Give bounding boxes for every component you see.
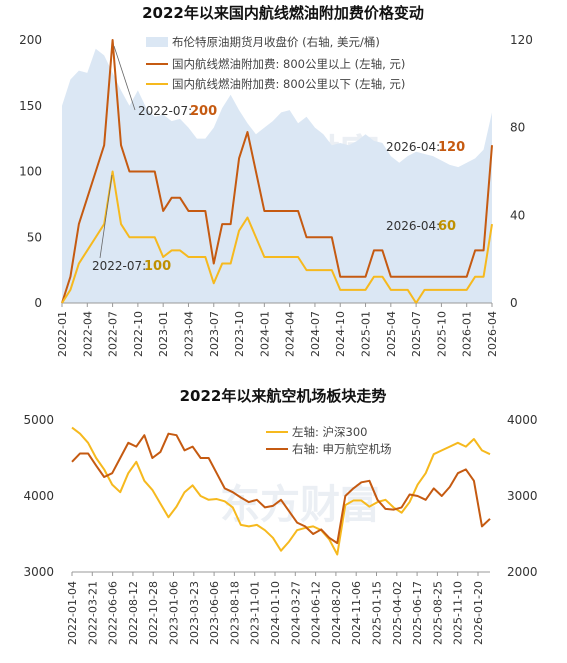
y-left-tick-label: 3000 <box>23 565 54 579</box>
chart-1: 2022年以来国内航线燃油附加费价格变动 东方财富 2022-012022-04… <box>19 4 533 357</box>
annotation-leader-2022-07-below <box>99 174 113 259</box>
x-tick-label: 2026-01-20 <box>472 581 485 645</box>
legend-label-hs300: 左轴: 沪深300 <box>292 425 367 439</box>
brent-area-series <box>62 48 492 303</box>
annotation-2026-04-below-label: 2026-04: <box>386 219 440 233</box>
y-left-tick-label: 4000 <box>23 489 54 503</box>
y-right-tick-label: 4000 <box>507 413 538 427</box>
x-tick-label: 2022-08-12 <box>127 581 140 645</box>
x-tick-label: 2025-11-10 <box>452 581 465 645</box>
y-right-tick-label: 40 <box>510 208 525 222</box>
y-left-tick-label: 200 <box>19 33 42 47</box>
x-tick-label: 2025-07 <box>410 311 423 357</box>
x-tick-label: 2026-01 <box>461 311 474 357</box>
chart2-legend: 左轴: 沪深300 右轴: 申万航空机场 <box>266 425 392 456</box>
chart1-lines <box>61 39 493 304</box>
annotation-2026-04-above-value: 120 <box>438 140 465 155</box>
x-tick-label: 2024-10 <box>334 311 347 357</box>
chart2-right-ticks: 2000 3000 4000 <box>507 413 538 579</box>
chart2-left-ticks: 3000 4000 5000 <box>23 413 54 579</box>
x-tick-label: 2022-06-06 <box>107 581 120 645</box>
chart2-watermark: 东方财富 <box>220 482 380 528</box>
annotation-2022-07-below-value: 100 <box>144 259 171 274</box>
legend-label-above800: 国内航线燃油附加费: 800公里以上 (左轴, 元) <box>172 57 405 71</box>
y-left-tick-label: 150 <box>19 99 42 113</box>
x-tick-label: 2023-08-18 <box>228 581 241 645</box>
x-tick-label: 2023-03-23 <box>188 581 201 645</box>
annotation-2022-07-above-label: 2022-07: <box>138 104 192 118</box>
x-tick-label: 2023-01 <box>157 311 170 357</box>
x-tick-label: 2022-10-28 <box>147 581 160 645</box>
legend-label-airline: 右轴: 申万航空机场 <box>292 442 392 456</box>
x-tick-label: 2025-06-17 <box>411 581 424 645</box>
x-tick-label: 2022-04 <box>81 311 94 357</box>
series-line-above800 <box>61 39 493 304</box>
x-tick-label: 2024-07 <box>309 311 322 357</box>
chart1-legend: 布伦特原油期货月收盘价 (右轴, 美元/桶) 国内航线燃油附加费: 800公里以… <box>146 35 405 91</box>
x-tick-label: 2025-08-25 <box>431 581 444 645</box>
x-tick-label: 2022-10 <box>132 311 145 357</box>
x-tick-label: 2022-01 <box>56 311 69 357</box>
x-tick-label: 2024-01-10 <box>269 581 282 645</box>
x-tick-label: 2024-03-27 <box>289 581 302 645</box>
annotation-2022-07-below-label: 2022-07: <box>92 259 146 273</box>
series-line-airline <box>71 432 491 545</box>
chart1-x-ticks: 2022-01 2022-04 2022-07 2022-10 2023-01 2023-… <box>56 303 499 357</box>
x-tick-label: 2024-11-06 <box>350 581 363 645</box>
y-left-tick-label: 50 <box>27 230 42 244</box>
x-tick-label: 2023-10 <box>233 311 246 357</box>
x-tick-label: 2022-01-04 <box>66 581 79 645</box>
x-tick-label: 2025-01 <box>360 311 373 357</box>
legend-label-brent: 布伦特原油期货月收盘价 (右轴, 美元/桶) <box>172 35 380 49</box>
chart1-right-ticks: 0 40 80 120 <box>510 33 533 310</box>
x-tick-label: 2025-10 <box>435 311 448 357</box>
x-tick-label: 2023-06-06 <box>208 581 221 645</box>
x-tick-label: 2024-08-20 <box>330 581 343 645</box>
chart2-x-ticks: 2022-01-04 2022-03-21 2022-06-06 2022-08-12… <box>66 572 485 645</box>
y-right-tick-label: 0 <box>510 296 518 310</box>
x-tick-label: 2026-04 <box>486 311 499 357</box>
chart2-lines <box>71 426 491 556</box>
x-tick-label: 2022-07 <box>107 311 120 357</box>
x-tick-label: 2024-06-12 <box>310 581 323 645</box>
x-tick-label: 2023-01-06 <box>168 581 181 645</box>
legend-label-below800: 国内航线燃油附加费: 800公里以下 (左轴, 元) <box>172 77 405 91</box>
x-tick-label: 2024-04 <box>284 311 297 357</box>
legend-swatch-brent <box>146 37 168 47</box>
x-tick-label: 2024-01 <box>258 311 271 357</box>
annotation-leader-2022-07-above <box>113 45 136 111</box>
y-right-tick-label: 80 <box>510 121 525 135</box>
x-tick-label: 2022-03-21 <box>86 581 99 645</box>
chart1-title: 2022年以来国内航线燃油附加费价格变动 <box>142 4 424 22</box>
y-right-tick-label: 3000 <box>507 489 538 503</box>
y-right-tick-label: 120 <box>510 33 533 47</box>
chart1-left-ticks: 0 50 100 150 200 <box>19 33 42 310</box>
annotation-2022-07-above-value: 200 <box>190 104 217 119</box>
chart2-title: 2022年以来航空机场板块走势 <box>180 387 387 405</box>
y-left-tick-label: 0 <box>34 296 42 310</box>
x-tick-label: 2025-01-15 <box>371 581 384 645</box>
annotation-2026-04-below-value: 60 <box>438 219 456 234</box>
x-tick-label: 2023-11-01 <box>249 581 262 645</box>
series-line-hs300 <box>71 426 491 556</box>
x-tick-label: 2023-04 <box>182 311 195 357</box>
x-tick-label: 2025-04-02 <box>391 581 404 645</box>
y-left-tick-label: 100 <box>19 165 42 179</box>
y-right-tick-label: 2000 <box>507 565 538 579</box>
brent-area <box>62 48 492 303</box>
series-line-below800 <box>61 170 493 304</box>
x-tick-label: 2025-04 <box>385 311 398 357</box>
x-tick-label: 2023-07 <box>208 311 221 357</box>
chart-2: 2022年以来航空机场板块走势 东方财富 2022-01-04 2022-03-2… <box>23 387 537 645</box>
chart1-annotations: 2022-07: 200 2022-07: 100 2026-04: 120 2… <box>92 45 465 274</box>
y-left-tick-label: 5000 <box>23 413 54 427</box>
annotation-2026-04-above-label: 2026-04: <box>386 140 440 154</box>
